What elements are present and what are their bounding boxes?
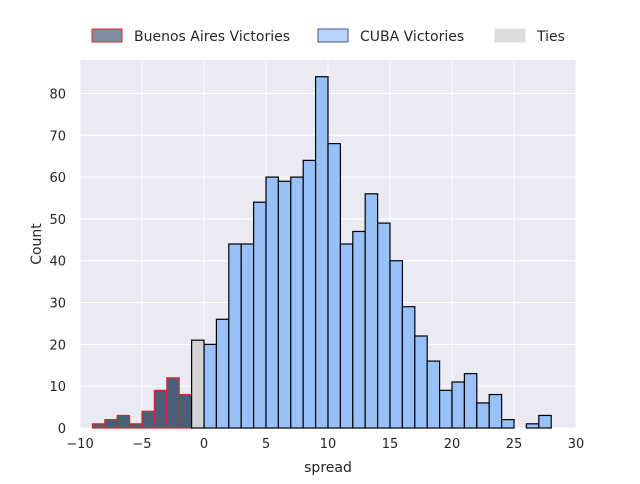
- histogram-bar: [463, 373, 478, 429]
- histogram-bar: [439, 389, 453, 429]
- histogram-bars: [91, 76, 552, 429]
- x-tick-label: −5: [132, 437, 151, 452]
- histogram-bar: [364, 193, 379, 429]
- histogram-bar: [389, 260, 403, 429]
- histogram-bar: [141, 410, 155, 429]
- legend-swatch: [317, 28, 349, 43]
- histogram-bar: [215, 318, 230, 429]
- x-tick-label: 20: [444, 437, 461, 452]
- histogram-bar: [352, 230, 366, 429]
- histogram-bar: [153, 389, 168, 429]
- histogram-bar: [129, 423, 143, 429]
- y-axis-ticks: 0 10 20 30 40 50 60 70 80: [49, 87, 66, 437]
- legend-item: Ties: [494, 28, 565, 45]
- histogram-bar: [228, 243, 242, 429]
- legend-label: Ties: [536, 29, 565, 45]
- legend-item: CUBA Victories: [317, 28, 464, 45]
- y-axis-label: Count: [29, 223, 45, 265]
- legend: Buenos Aires Victories CUBA Victories Ties: [91, 28, 565, 45]
- histogram-bar: [178, 393, 193, 429]
- histogram-bar: [401, 306, 416, 429]
- histogram-bar: [240, 243, 255, 429]
- y-tick-label: 10: [49, 380, 66, 395]
- x-tick-label: 0: [200, 437, 208, 452]
- legend-swatch: [91, 28, 123, 43]
- histogram-bar: [327, 143, 341, 429]
- histogram-bar: [302, 159, 317, 429]
- x-tick-label: 10: [320, 437, 337, 452]
- x-axis-label: spread: [304, 460, 352, 476]
- histogram-bar: [339, 243, 354, 429]
- histogram-bar: [277, 180, 292, 429]
- legend-swatch: [494, 28, 526, 43]
- x-axis-ticks: −10 −5 0 5 10 15 20 25 30: [66, 437, 584, 452]
- histogram-bar: [191, 339, 205, 429]
- legend-label: CUBA Victories: [360, 29, 464, 45]
- x-tick-label: −10: [66, 437, 93, 452]
- histogram-bar: [290, 176, 304, 429]
- y-tick-label: 20: [49, 338, 66, 353]
- histogram-bar: [451, 381, 465, 429]
- histogram-bar: [104, 419, 118, 429]
- histogram-bar: [476, 402, 490, 429]
- x-tick-label: 5: [262, 437, 270, 452]
- histogram-bar: [414, 335, 428, 429]
- histogram-bar: [203, 343, 217, 429]
- y-tick-label: 30: [49, 297, 66, 312]
- x-tick-label: 25: [506, 437, 523, 452]
- y-tick-label: 40: [49, 255, 66, 270]
- y-tick-label: 50: [49, 213, 66, 228]
- x-tick-label: 30: [568, 437, 585, 452]
- histogram-bar: [166, 377, 180, 429]
- histogram-bar: [377, 222, 391, 429]
- y-tick-label: 70: [49, 129, 66, 144]
- legend-item: Buenos Aires Victories: [91, 28, 290, 45]
- histogram-bar: [315, 76, 329, 429]
- histogram-bar: [265, 176, 279, 429]
- histogram-bar: [91, 423, 106, 429]
- legend-label: Buenos Aires Victories: [134, 29, 290, 45]
- histogram-bar: [253, 201, 267, 429]
- histogram-bar: [538, 414, 552, 429]
- y-tick-label: 0: [58, 422, 66, 437]
- histogram-bar: [116, 414, 131, 429]
- y-tick-label: 80: [49, 87, 66, 102]
- histogram-bar: [426, 360, 441, 429]
- histogram-bar: [525, 423, 540, 429]
- histogram-bar: [488, 393, 503, 429]
- histogram-bar: [501, 419, 515, 429]
- x-tick-label: 15: [382, 437, 399, 452]
- y-tick-label: 60: [49, 171, 66, 186]
